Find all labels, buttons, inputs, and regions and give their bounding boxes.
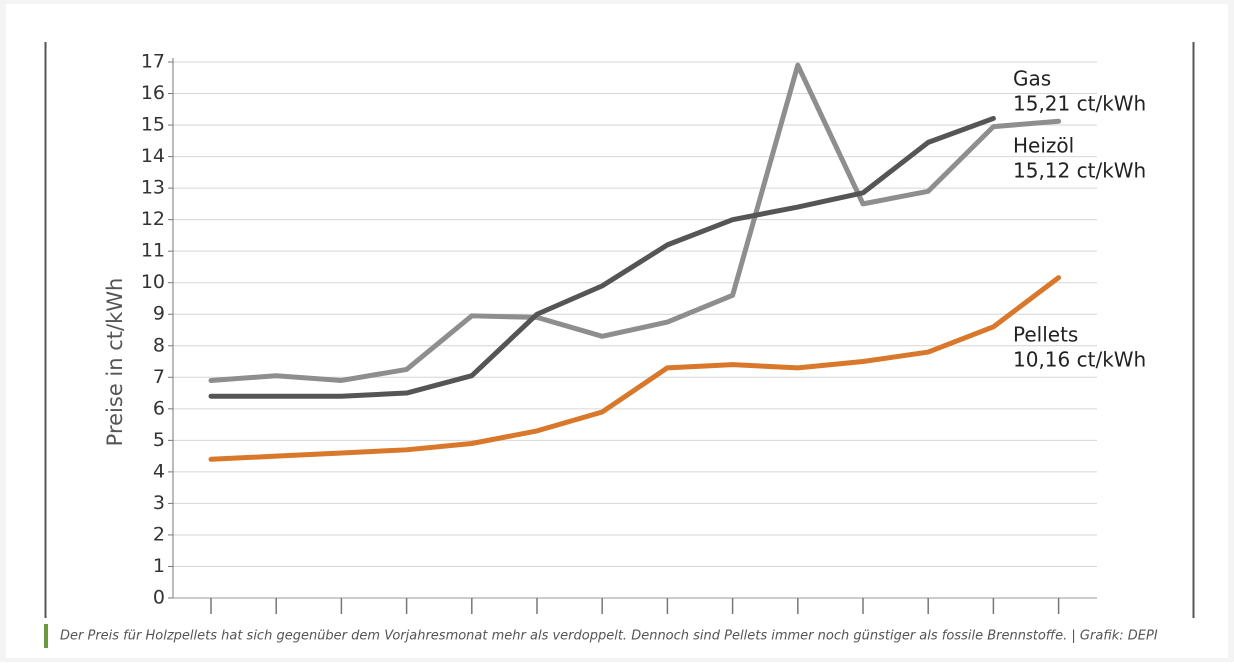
caption-bar xyxy=(44,624,48,648)
y-tick-label: 13 xyxy=(141,177,165,199)
y-tick-label: 0 xyxy=(153,587,165,609)
y-tick-label: 3 xyxy=(153,492,165,514)
caption: Der Preis für Holzpellets hat sich gegen… xyxy=(60,629,1158,644)
series-name: Heizöl xyxy=(1013,134,1074,158)
y-tick-label: 9 xyxy=(153,303,165,325)
y-tick-label: 2 xyxy=(153,523,165,545)
y-tick-label: 4 xyxy=(153,460,165,482)
y-tick-label: 11 xyxy=(141,240,165,262)
y-tick-label: 6 xyxy=(153,397,165,419)
y-tick-label: 16 xyxy=(141,82,165,104)
series-line xyxy=(208,275,1062,462)
y-tick-label: 14 xyxy=(141,145,165,167)
y-tick-label: 12 xyxy=(141,208,165,230)
series-line xyxy=(208,62,1062,383)
y-tick-label: 7 xyxy=(153,366,165,388)
value-label: 15,21 ct/kWh xyxy=(1013,92,1146,116)
value-label: 10,16 ct/kWh xyxy=(1013,348,1146,372)
y-tick-label: 5 xyxy=(153,429,165,451)
series-name: Pellets xyxy=(1013,323,1078,347)
y-tick-label: 15 xyxy=(141,114,165,136)
value-label: 15,12 ct/kWh xyxy=(1013,159,1146,183)
y-tick-label: 10 xyxy=(141,271,165,293)
y-tick-label: 8 xyxy=(153,334,165,356)
series-line xyxy=(208,115,996,399)
series-name: Gas xyxy=(1013,67,1051,91)
y-tick-label: 17 xyxy=(141,51,165,73)
y-axis-label: Preise in ct/kWh xyxy=(103,278,127,447)
y-tick-label: 1 xyxy=(153,555,165,577)
